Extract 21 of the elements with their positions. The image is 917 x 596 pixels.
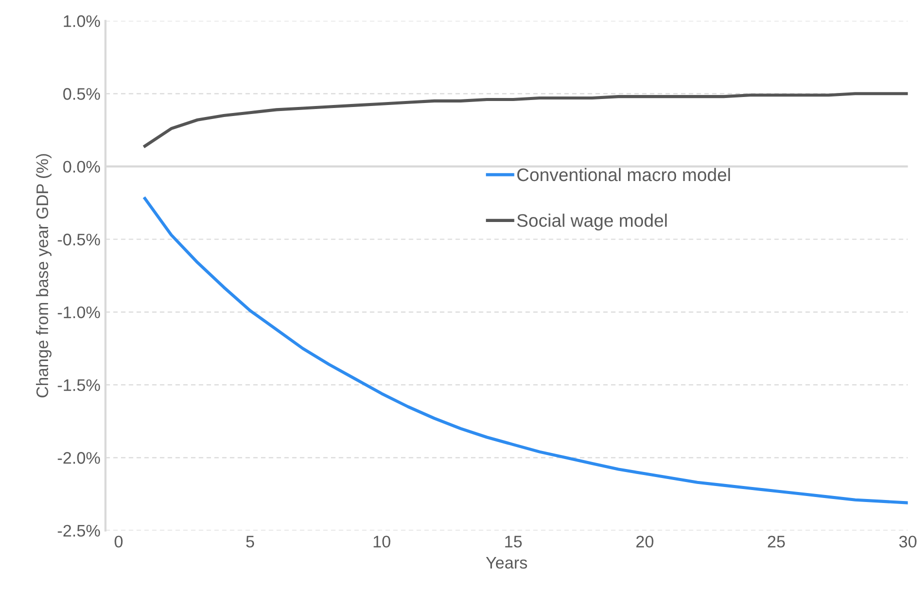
line-series <box>143 196 908 504</box>
y-tick-label: -1.5% <box>58 379 100 392</box>
x-tick-label: 10 <box>374 536 390 548</box>
x-tick-label: 30 <box>899 536 916 548</box>
line-series <box>143 92 908 148</box>
x-tick-label: 5 <box>246 536 254 548</box>
y-axis-title: Change from base year GDP (%) <box>36 154 52 398</box>
legend-label: Conventional macro model <box>517 168 730 182</box>
y-tick-label: -2.0% <box>58 452 100 464</box>
x-tick-label: 15 <box>505 536 522 548</box>
x-tick-label: 20 <box>636 536 654 548</box>
y-tick-label: 1.0% <box>64 15 100 28</box>
y-tick-label: -2.5% <box>58 524 100 537</box>
y-tick-label: 0.5% <box>63 88 100 100</box>
y-tick-label: -1.0% <box>58 306 100 318</box>
legend-label: Social wage model <box>517 214 667 230</box>
y-tick-label: -0.5% <box>58 234 100 246</box>
y-tick-label: 0.0% <box>63 160 100 173</box>
x-axis-title: Years <box>486 557 528 569</box>
x-tick-label: 25 <box>768 536 785 548</box>
x-tick-label: 0 <box>114 536 123 548</box>
